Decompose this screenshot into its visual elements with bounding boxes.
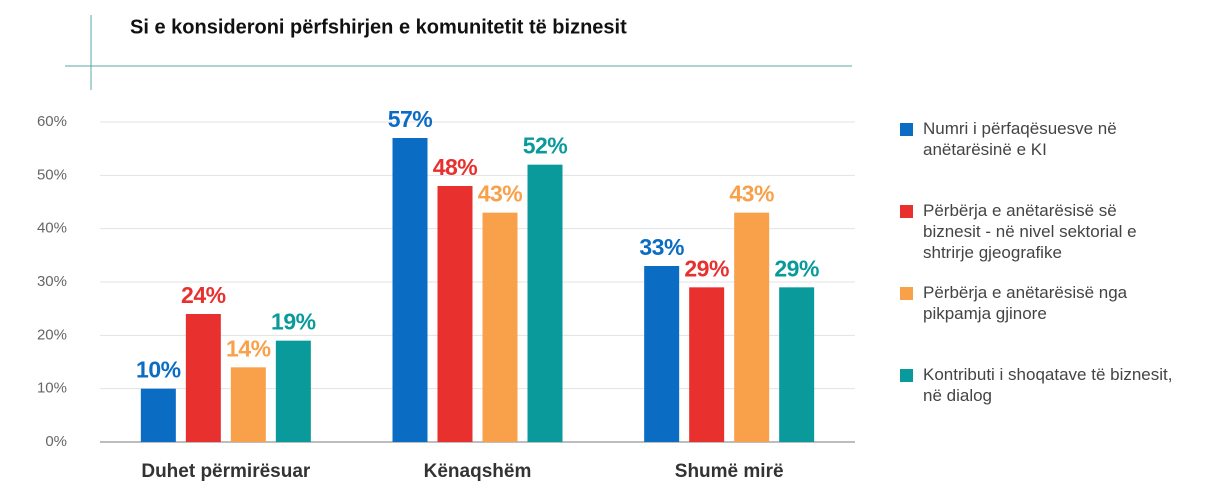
value-label: 33% xyxy=(639,234,684,260)
bar xyxy=(185,314,221,442)
bar xyxy=(275,340,311,442)
value-label: 52% xyxy=(523,133,568,159)
legend-swatch xyxy=(900,369,913,382)
legend-item: Numri i përfaqësuesve në anëtarësinë e K… xyxy=(900,118,1178,160)
value-label: 24% xyxy=(181,282,226,308)
bar xyxy=(527,164,563,442)
value-label: 48% xyxy=(433,154,478,180)
bar xyxy=(437,186,473,442)
legend-swatch xyxy=(900,205,913,218)
bar xyxy=(689,287,725,442)
x-tick-label: Shumë mirë xyxy=(675,461,784,482)
y-tick-label: 40% xyxy=(37,220,67,237)
legend-label: Përbërja e anëtarësisë së biznesit - në … xyxy=(923,201,1137,262)
legend-label: Numri i përfaqësuesve në anëtarësinë e K… xyxy=(923,119,1117,159)
legend-label: Kontributi i shoqatave të biznesit, në d… xyxy=(923,365,1173,405)
y-tick-label: 50% xyxy=(37,166,67,183)
value-label: 29% xyxy=(684,255,729,281)
value-label: 57% xyxy=(388,106,433,132)
y-tick-label: 10% xyxy=(37,380,67,397)
legend-label: Përbërja e anëtarësisë nga pikpamja gjin… xyxy=(923,283,1128,323)
legend-swatch xyxy=(900,123,913,136)
chart-title: Si e konsideroni përfshirjen e komunitet… xyxy=(130,16,627,38)
bar xyxy=(734,212,770,442)
value-label: 43% xyxy=(478,181,523,207)
x-tick-label: Kënaqshëm xyxy=(424,461,532,482)
y-tick-label: 60% xyxy=(37,113,67,130)
bar xyxy=(644,266,680,442)
value-label: 29% xyxy=(774,255,819,281)
x-tick-label: Duhet përmirësuar xyxy=(141,461,311,482)
bar xyxy=(482,212,518,442)
legend-item: Përbërja e anëtarësisë së biznesit - në … xyxy=(900,200,1178,263)
legend-item: Kontributi i shoqatave të biznesit, në d… xyxy=(900,364,1178,406)
legend-item: Përbërja e anëtarësisë nga pikpamja gjin… xyxy=(900,282,1178,324)
bar xyxy=(230,367,266,442)
legend: Numri i përfaqësuesve në anëtarësinë e K… xyxy=(900,0,1190,487)
y-tick-label: 0% xyxy=(45,433,67,450)
y-tick-label: 30% xyxy=(37,273,67,290)
value-label: 14% xyxy=(226,335,271,361)
y-tick-label: 20% xyxy=(37,326,67,343)
value-label: 19% xyxy=(271,309,316,335)
value-label: 10% xyxy=(136,357,181,383)
value-label: 43% xyxy=(729,181,774,207)
bar xyxy=(779,287,815,442)
bar xyxy=(392,138,428,442)
bar xyxy=(140,388,176,442)
legend-swatch xyxy=(900,287,913,300)
